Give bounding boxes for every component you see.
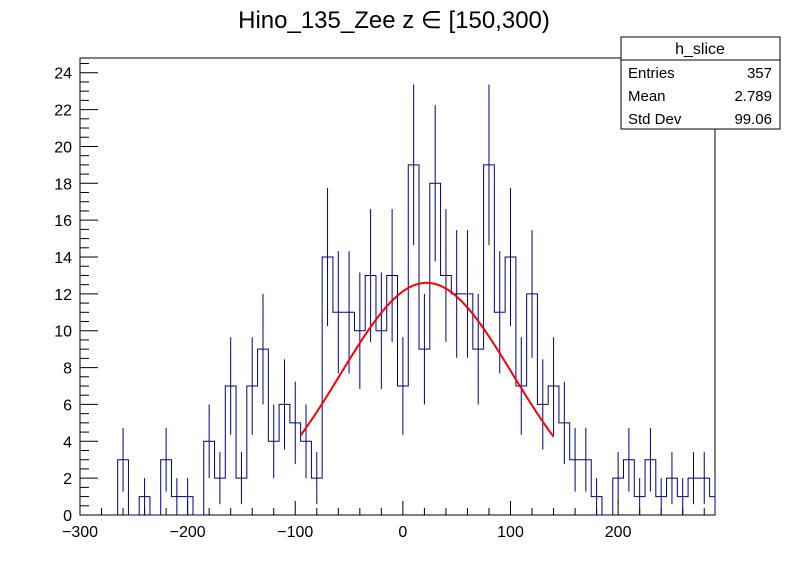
y-tick-label: 6 (63, 397, 72, 414)
stats-value-mean: 2.789 (734, 88, 772, 105)
y-tick-label: 2 (63, 471, 72, 488)
y-tick-label: 14 (54, 250, 72, 267)
x-tick-label: 200 (605, 524, 632, 541)
y-tick-label: 20 (54, 139, 72, 156)
stats-box-frame (620, 36, 781, 130)
y-tick-label: 24 (54, 66, 72, 83)
y-tick-label: 8 (63, 361, 72, 378)
stats-value-stddev: 99.06 (734, 111, 772, 128)
y-tick-label: 0 (63, 508, 72, 525)
gaussian-fit-series (299, 281, 555, 438)
x-tick-label: −300 (62, 524, 98, 541)
y-tick-label: 22 (54, 103, 72, 120)
y-tick-label: 12 (54, 287, 72, 304)
x-tick-label: −200 (170, 524, 206, 541)
x-tick-label: −100 (277, 524, 313, 541)
plot-frame (79, 57, 716, 516)
y-tick-label: 4 (63, 434, 72, 451)
stats-box-title: h_slice (675, 41, 725, 58)
x-axis: −300 −200 −100 0 100 200 (62, 501, 705, 541)
y-tick-label: 16 (54, 213, 72, 230)
x-tick-label: 0 (398, 524, 407, 541)
y-tick-label: 18 (54, 176, 72, 193)
histogram-series (117, 84, 716, 516)
stats-label-stddev: Std Dev (628, 111, 682, 128)
x-tick-label: 100 (497, 524, 524, 541)
stats-value-entries: 357 (747, 65, 772, 82)
stats-label-mean: Mean (628, 88, 666, 105)
y-tick-label: 10 (54, 324, 72, 341)
chart-title: Hino_135_Zee z ∈ [150,300) (238, 7, 550, 34)
plot-area (79, 57, 716, 516)
stats-box: h_slice Entries 357 Mean 2.789 Std Dev 9… (620, 36, 781, 130)
gaussian-fit-curve (299, 281, 555, 438)
stats-label-entries: Entries (628, 65, 675, 82)
